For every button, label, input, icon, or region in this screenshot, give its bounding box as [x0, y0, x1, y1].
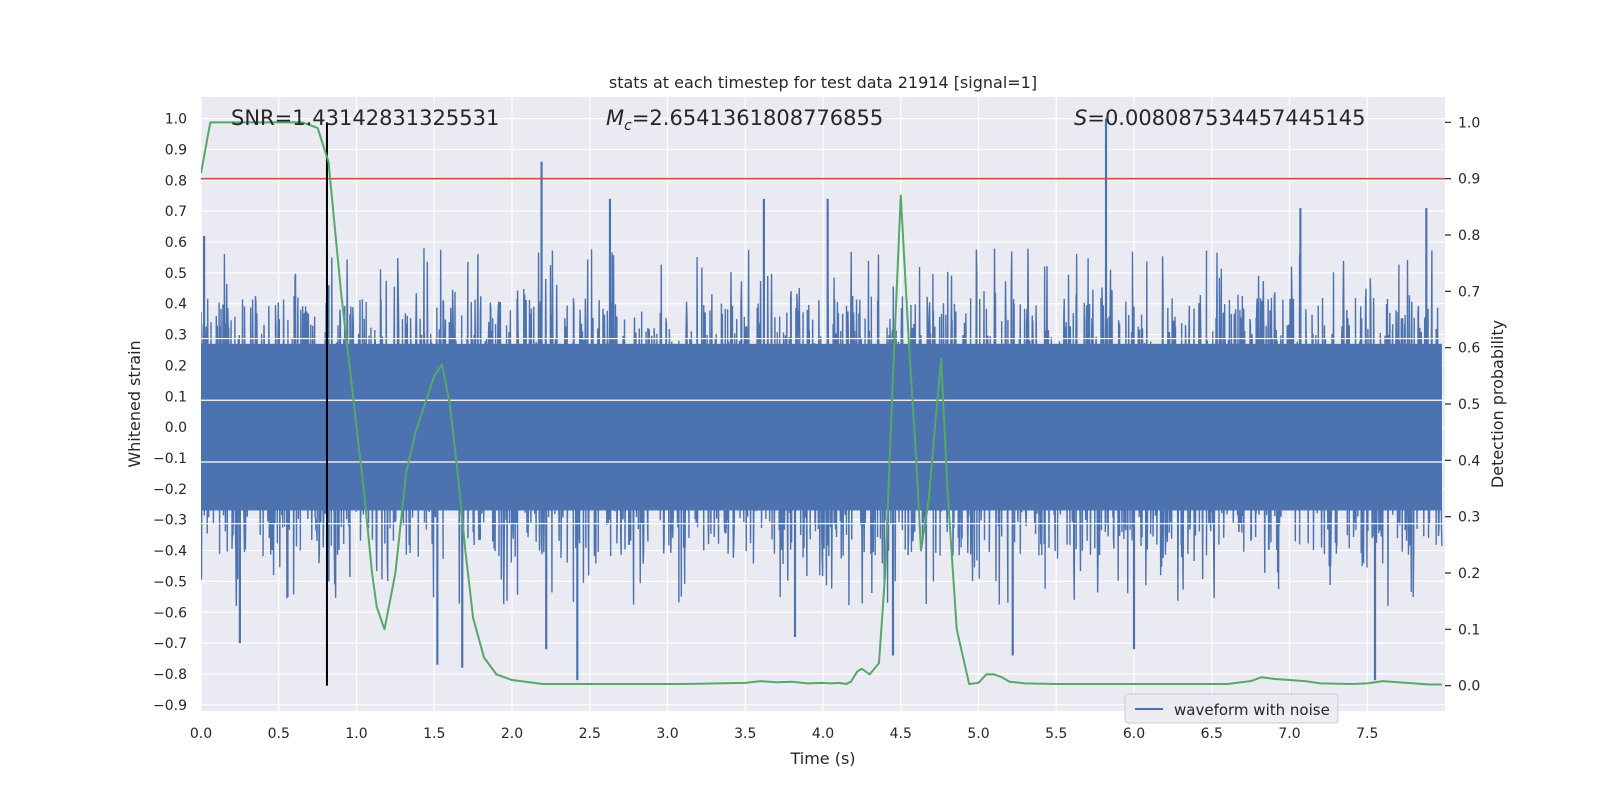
y-right-tick-label: 0.8 [1458, 228, 1480, 244]
s-symbol: S [1074, 106, 1087, 130]
x-tick-label: 4.5 [890, 726, 912, 742]
x-tick-label: 0.0 [190, 726, 212, 742]
legend-waveform-label: waveform with noise [1174, 701, 1330, 719]
y-tick-label: 0.9 [165, 142, 187, 158]
y-right-tick-label: 0.9 [1458, 172, 1480, 188]
chirp-mass-subscript: c [624, 118, 632, 134]
y-tick-label: −0.3 [153, 513, 187, 529]
x-tick-label: 1.0 [345, 726, 367, 742]
x-tick-label: 6.0 [1123, 726, 1145, 742]
x-tick-label: 2.0 [501, 726, 523, 742]
snr-annotation: SNR=1.43142831325531 [231, 106, 499, 130]
chirp-mass-value: =2.6541361808776855 [632, 106, 883, 130]
y-tick-label: 0.3 [165, 328, 187, 344]
y-right-axis-ticks: 1.0 0.9 0.8 0.7 0.6 0.5 0.4 0.3 0.2 0.1 0.0 [1445, 115, 1480, 695]
y-tick-label: −0.1 [153, 451, 187, 467]
x-tick-label: 6.5 [1201, 726, 1223, 742]
x-tick-label: 5.0 [967, 726, 989, 742]
y-tick-label: −0.2 [153, 482, 187, 498]
x-tick-label: 3.0 [656, 726, 678, 742]
x-tick-label: 4.0 [812, 726, 834, 742]
chirp-mass-annotation: Mc=2.6541361808776855 [606, 106, 883, 134]
waveform-series [201, 118, 1443, 681]
x-tick-label: 2.5 [579, 726, 601, 742]
y-right-tick-label: 0.4 [1458, 453, 1480, 469]
waveform-core-band [201, 343, 1442, 511]
x-tick-label: 1.5 [423, 726, 445, 742]
x-axis-label: Time (s) [789, 749, 855, 768]
x-tick-label: 3.5 [734, 726, 756, 742]
y-tick-label: −0.4 [153, 544, 187, 560]
s-value: =0.008087534457445145 [1087, 106, 1365, 130]
y-tick-label: 0.2 [165, 358, 187, 374]
y-tick-label: −0.8 [153, 667, 187, 683]
legend: waveform with noise [1124, 693, 1339, 724]
y-tick-label: 1.0 [165, 112, 187, 128]
y-tick-label: 0.6 [165, 235, 187, 251]
y-right-tick-label: 0.3 [1458, 510, 1480, 526]
y-tick-label: 0.1 [165, 389, 187, 405]
x-tick-label: 0.5 [268, 726, 290, 742]
chirp-mass-symbol: M [606, 106, 624, 130]
overlay-lines [201, 122, 1445, 686]
y-tick-label: −0.6 [153, 605, 187, 621]
y-right-tick-label: 0.5 [1458, 397, 1480, 413]
y-tick-label: −0.5 [153, 574, 187, 590]
y-tick-label: 0.4 [165, 297, 187, 313]
y-right-axis-label: Detection probability [1488, 320, 1507, 488]
y-right-tick-label: 1.0 [1458, 115, 1480, 131]
x-tick-label: 7.0 [1278, 726, 1300, 742]
legend-box [1124, 693, 1339, 724]
y-right-tick-label: 0.2 [1458, 566, 1480, 582]
y-right-tick-label: 0.1 [1458, 622, 1480, 638]
chart-title: stats at each timestep for test data 219… [609, 73, 1037, 92]
y-tick-label: 0.0 [165, 420, 187, 436]
s-annotation: S=0.008087534457445145 [1074, 106, 1365, 130]
y-right-tick-label: 0.7 [1458, 284, 1480, 300]
y-right-tick-label: 0.0 [1458, 679, 1480, 695]
y-tick-label: 0.8 [165, 173, 187, 189]
probability-series [201, 121, 1442, 686]
x-tick-label: 7.5 [1356, 726, 1378, 742]
x-axis-ticks: 0.0 0.5 1.0 1.5 2.0 2.5 3.0 3.5 4.0 4.5 5.0 5.5 6.0 6… [190, 726, 1379, 742]
y-tick-label: −0.7 [153, 636, 187, 652]
y-right-tick-label: 0.6 [1458, 341, 1480, 357]
y-tick-label: 0.5 [165, 266, 187, 282]
probability-line [201, 121, 1442, 686]
y-axis-label: Whitened strain [125, 340, 144, 467]
x-tick-label: 5.5 [1045, 726, 1067, 742]
y-tick-label: −0.9 [153, 698, 187, 714]
y-tick-label: 0.7 [165, 204, 187, 220]
y-axis-ticks: 1.0 0.9 0.8 0.7 0.6 0.5 0.4 0.3 0.2 0.1 0.0 −0.1 −0.… [153, 112, 187, 714]
